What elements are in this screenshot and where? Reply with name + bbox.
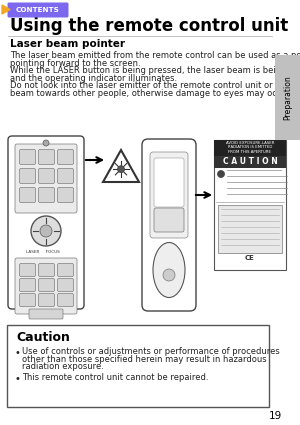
Text: beam towards other people, otherwise damage to eyes may occur.: beam towards other people, otherwise dam… (10, 88, 292, 97)
Text: AVOID EXPOSURE-LASER: AVOID EXPOSURE-LASER (226, 141, 274, 145)
FancyBboxPatch shape (20, 168, 35, 184)
FancyBboxPatch shape (20, 294, 35, 306)
Text: CONTENTS: CONTENTS (16, 7, 60, 13)
FancyBboxPatch shape (38, 168, 55, 184)
Text: CE: CE (245, 255, 255, 261)
FancyBboxPatch shape (20, 150, 35, 164)
FancyBboxPatch shape (38, 150, 55, 164)
Polygon shape (103, 150, 139, 182)
Text: Caution: Caution (16, 331, 70, 344)
Bar (214, 140, 286, 156)
Ellipse shape (153, 243, 185, 298)
FancyBboxPatch shape (29, 309, 63, 319)
FancyBboxPatch shape (8, 136, 84, 309)
Circle shape (43, 140, 49, 146)
FancyBboxPatch shape (58, 187, 74, 202)
FancyBboxPatch shape (58, 294, 74, 306)
Text: The laser beam emitted from the remote control can be used as a pointer by: The laser beam emitted from the remote c… (10, 51, 300, 60)
FancyBboxPatch shape (8, 3, 68, 17)
FancyBboxPatch shape (154, 208, 184, 232)
FancyBboxPatch shape (58, 264, 74, 277)
Bar (214, 140, 286, 270)
Text: 19: 19 (268, 411, 282, 421)
Text: C A U T I O N: C A U T I O N (223, 157, 278, 166)
Text: radiation exposure.: radiation exposure. (22, 362, 104, 371)
Text: pointing forward to the screen.: pointing forward to the screen. (10, 59, 141, 68)
Text: LASER     FOCUS: LASER FOCUS (26, 250, 60, 254)
FancyBboxPatch shape (15, 144, 77, 213)
FancyBboxPatch shape (38, 264, 55, 277)
Text: Laser beam pointer: Laser beam pointer (10, 39, 125, 49)
FancyBboxPatch shape (20, 187, 35, 202)
Polygon shape (2, 5, 10, 14)
Text: Do not look into the laser emitter of the remote control unit or point the laser: Do not look into the laser emitter of th… (10, 81, 300, 90)
Text: While the LASER button is being pressed, the laser beam is being emitted: While the LASER button is being pressed,… (10, 66, 300, 75)
Bar (214, 156, 286, 168)
Text: Using the remote control unit: Using the remote control unit (10, 17, 288, 35)
Bar (218, 205, 282, 253)
FancyBboxPatch shape (150, 152, 188, 238)
FancyBboxPatch shape (58, 150, 74, 164)
FancyBboxPatch shape (15, 258, 77, 314)
FancyBboxPatch shape (142, 139, 196, 311)
Circle shape (218, 170, 224, 178)
Circle shape (163, 269, 175, 281)
FancyBboxPatch shape (20, 278, 35, 292)
Text: •: • (14, 348, 20, 358)
Circle shape (118, 166, 124, 173)
Text: other than those specified herein may result in hazardous: other than those specified herein may re… (22, 354, 267, 363)
Circle shape (40, 225, 52, 237)
FancyBboxPatch shape (154, 158, 184, 207)
Text: Preparation: Preparation (283, 75, 292, 120)
Circle shape (31, 216, 61, 246)
Text: Use of controls or adjustments or performance of procedures: Use of controls or adjustments or perfor… (22, 347, 280, 356)
Bar (275, 55, 300, 140)
Text: FROM THIS APERTURE: FROM THIS APERTURE (229, 150, 272, 154)
Text: RADIATION IS EMITTED: RADIATION IS EMITTED (228, 145, 272, 150)
Text: This remote control unit cannot be repaired.: This remote control unit cannot be repai… (22, 372, 208, 382)
FancyBboxPatch shape (20, 264, 35, 277)
FancyBboxPatch shape (38, 187, 55, 202)
FancyBboxPatch shape (58, 168, 74, 184)
Bar (7, 325, 269, 407)
FancyBboxPatch shape (38, 278, 55, 292)
Text: and the operating indicator illuminates.: and the operating indicator illuminates. (10, 74, 177, 82)
Text: •: • (14, 374, 20, 383)
FancyBboxPatch shape (38, 294, 55, 306)
FancyBboxPatch shape (58, 278, 74, 292)
